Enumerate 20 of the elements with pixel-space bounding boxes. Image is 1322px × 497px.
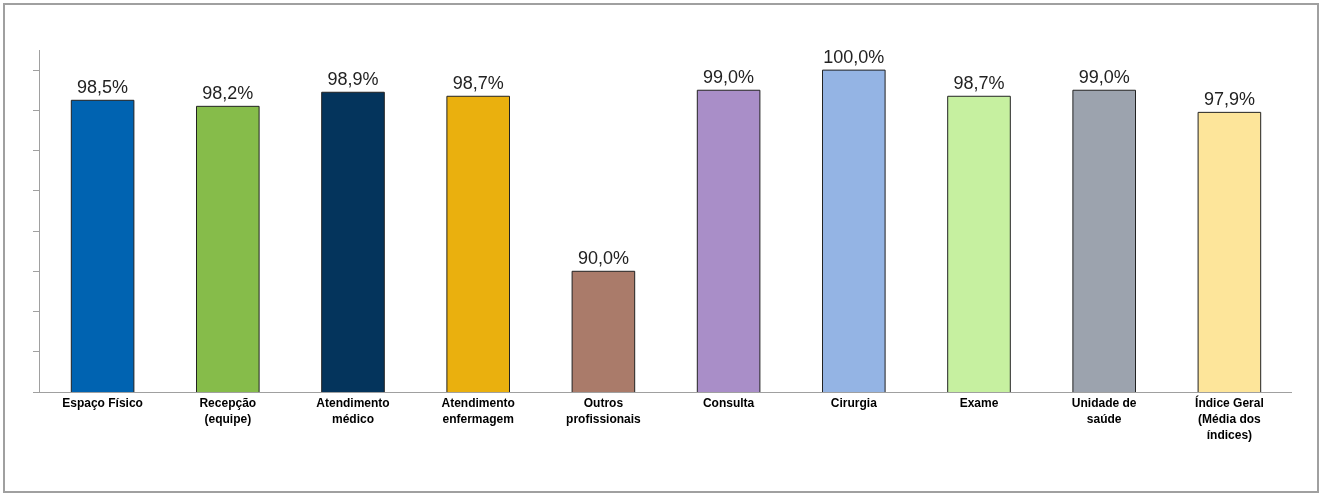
x-tick-label: Cirurgia — [830, 396, 878, 411]
x-tick-label: Atendimento enfermagem — [441, 396, 515, 426]
x-tick-label: Atendimento médico — [316, 396, 390, 426]
x-tick-label: Espaço Físico — [62, 396, 143, 411]
x-tick-label: Consulta — [702, 396, 755, 411]
data-label: 99,0% — [1078, 67, 1130, 88]
data-label: 97,9% — [1203, 89, 1255, 110]
data-label: 98,7% — [452, 73, 504, 94]
data-label: 98,7% — [953, 73, 1005, 94]
x-tick-label: Exame — [959, 396, 999, 411]
data-label: 90,0% — [577, 248, 629, 269]
data-label: 98,5% — [77, 77, 129, 98]
data-label: 98,9% — [327, 69, 379, 90]
data-label: 99,0% — [703, 67, 755, 88]
x-tick-label: Índice Geral (Média dos índices) — [1195, 395, 1264, 442]
x-tick-label: Unidade de saúde — [1071, 396, 1137, 426]
x-tick-label: Recepção (equipe) — [199, 396, 257, 426]
data-label: 98,2% — [202, 83, 254, 104]
x-tick-label: Outros profissionais — [566, 396, 642, 426]
data-label: 100,0% — [823, 47, 885, 68]
